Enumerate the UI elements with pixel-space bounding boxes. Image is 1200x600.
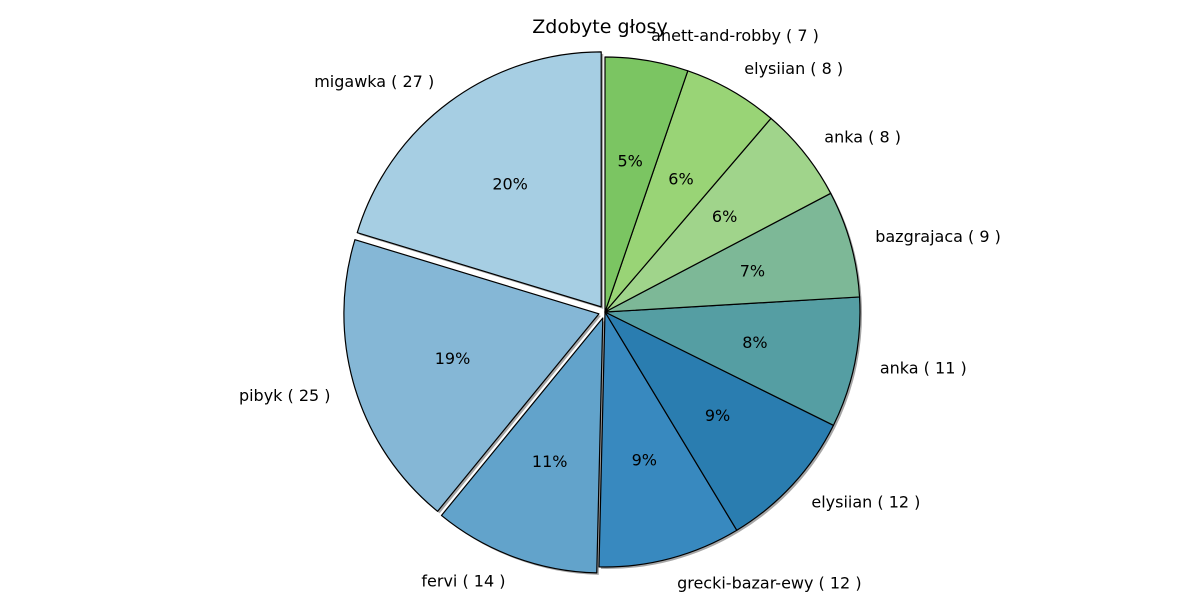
slice-label-bazgrajaca-9: bazgrajaca ( 9 ) bbox=[875, 227, 1001, 246]
pie-slice-anka-11 bbox=[604, 296, 861, 426]
slice-label-migawka-27: migawka ( 27 ) bbox=[314, 72, 434, 91]
pct-label-anka-8: 6% bbox=[712, 207, 737, 226]
slice-layer bbox=[343, 51, 861, 574]
slice-label-elysiian-12: elysiian ( 12 ) bbox=[811, 492, 920, 511]
pct-label-grecki-bazar-ewy-12: 9% bbox=[632, 450, 657, 469]
pie-slice-migawka-27 bbox=[356, 51, 602, 308]
pie-slice-fervi-14 bbox=[440, 317, 604, 574]
slice-label-anett-and-robby-7: anett-and-robby ( 7 ) bbox=[651, 26, 819, 45]
pct-label-anka-11: 8% bbox=[742, 333, 767, 352]
slice-label-anka-8: anka ( 8 ) bbox=[824, 128, 901, 147]
pie-slice-elysiian-12 bbox=[604, 311, 835, 531]
pct-label-elysiian-8: 6% bbox=[668, 170, 693, 189]
slice-label-pibyk-25: pibyk ( 25 ) bbox=[239, 386, 331, 405]
pie-slice-grecki-bazar-ewy-12 bbox=[598, 311, 738, 568]
pct-label-anett-and-robby-7: 5% bbox=[617, 152, 642, 171]
slice-label-grecki-bazar-ewy-12: grecki-bazar-ewy ( 12 ) bbox=[677, 574, 862, 593]
pct-label-migawka-27: 20% bbox=[492, 174, 528, 193]
slice-label-anka-11: anka ( 11 ) bbox=[880, 358, 967, 377]
slice-label-elysiian-8: elysiian ( 8 ) bbox=[744, 59, 843, 78]
pie-slice-pibyk-25 bbox=[343, 239, 600, 512]
pct-label-pibyk-25: 19% bbox=[435, 349, 471, 368]
pie-slice-anett-and-robby-7 bbox=[604, 56, 689, 313]
pct-label-elysiian-12: 9% bbox=[705, 406, 730, 425]
chart-title: Zdobyte głosy bbox=[532, 16, 667, 38]
pct-label-fervi-14: 11% bbox=[532, 452, 568, 471]
pct-label-bazgrajaca-9: 7% bbox=[740, 261, 765, 280]
label-layer: 20% migawka ( 27 ) 19% pibyk ( 25 ) 11% fervi… bbox=[239, 26, 1001, 593]
slice-label-fervi-14: fervi ( 14 ) bbox=[421, 572, 505, 591]
pie-slice-bazgrajaca-9 bbox=[604, 192, 861, 313]
